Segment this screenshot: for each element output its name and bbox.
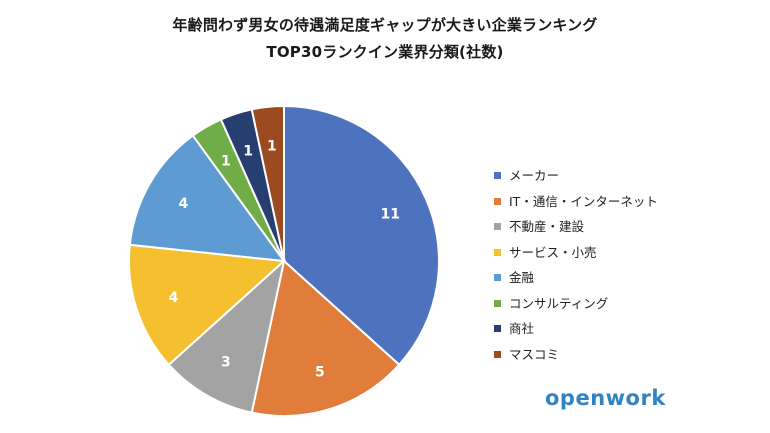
legend-label: IT・通信・インターネット xyxy=(509,189,658,215)
legend-item: サービス・小売 xyxy=(494,240,658,266)
legend-swatch xyxy=(494,274,501,281)
legend-item: コンサルティング xyxy=(494,291,658,317)
slice-data-label: 1 xyxy=(243,143,253,159)
legend-item: IT・通信・インターネット xyxy=(494,189,658,215)
chart-legend: メーカー IT・通信・インターネット 不動産・建設 サービス・小売 金融 コンサルティング… xyxy=(494,163,658,367)
legend-label: 商社 xyxy=(509,316,534,342)
legend-swatch xyxy=(494,249,501,256)
legend-swatch xyxy=(494,351,501,358)
legend-swatch xyxy=(494,325,501,332)
slice-data-label: 1 xyxy=(221,153,231,169)
slice-data-label: 1 xyxy=(267,138,277,154)
legend-label: 不動産・建設 xyxy=(509,214,584,240)
slice-data-label: 5 xyxy=(315,365,325,381)
slice-data-label: 11 xyxy=(380,207,399,223)
legend-item: マスコミ xyxy=(494,342,658,368)
legend-swatch xyxy=(494,172,501,179)
legend-item: 不動産・建設 xyxy=(494,214,658,240)
legend-swatch xyxy=(494,223,501,230)
slice-data-label: 3 xyxy=(221,355,231,371)
openwork-logo: openwork xyxy=(545,386,666,410)
legend-label: 金融 xyxy=(509,265,534,291)
legend-label: マスコミ xyxy=(509,342,559,368)
legend-label: サービス・小売 xyxy=(509,240,597,266)
legend-item: メーカー xyxy=(494,163,658,189)
legend-swatch xyxy=(494,300,501,307)
legend-label: コンサルティング xyxy=(509,291,608,317)
slice-data-label: 4 xyxy=(169,290,179,306)
legend-swatch xyxy=(494,198,501,205)
slice-data-label: 4 xyxy=(178,196,188,212)
legend-item: 商社 xyxy=(494,316,658,342)
legend-item: 金融 xyxy=(494,265,658,291)
legend-label: メーカー xyxy=(509,163,559,189)
